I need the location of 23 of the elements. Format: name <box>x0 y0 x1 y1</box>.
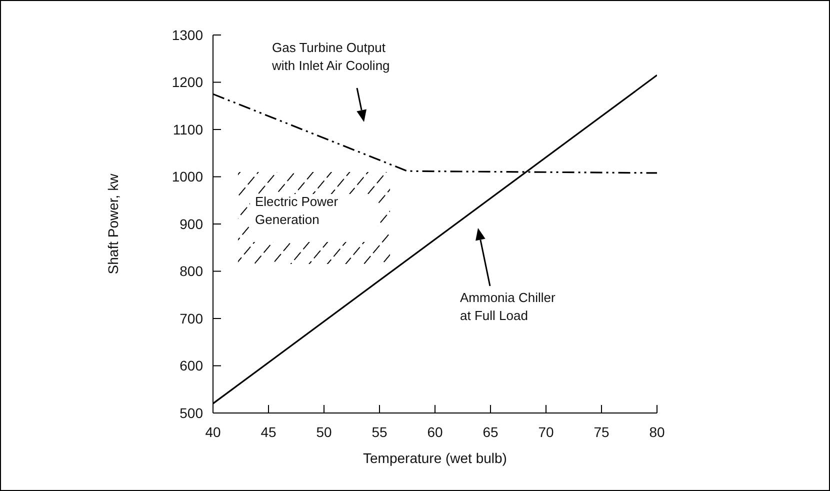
x-tick-label: 60 <box>427 424 443 440</box>
x-tick-label: 65 <box>482 424 498 440</box>
y-tick-label: 1000 <box>172 168 204 185</box>
y-tick-label: 500 <box>180 404 204 421</box>
annotation: Electric Power Generation <box>255 194 339 227</box>
x-tick-label: 50 <box>316 424 332 440</box>
x-tick-label: 75 <box>594 424 610 440</box>
y-tick-label: 600 <box>180 358 204 374</box>
annotation: Ammonia Chiller at Full Load <box>460 290 556 323</box>
x-axis-title: Temperature (wet bulb) <box>363 450 507 466</box>
x-tick-label: 45 <box>260 424 276 440</box>
annotation: Gas Turbine Output with Inlet Air Cooling <box>271 40 390 73</box>
x-tick-label: 70 <box>538 424 554 440</box>
y-tick-label: 900 <box>180 216 204 232</box>
y-tick-label: 700 <box>180 310 204 326</box>
y-tick-label: 1200 <box>172 74 204 90</box>
y-tick-label: 1100 <box>172 121 204 138</box>
y-tick-label: 1300 <box>172 26 204 43</box>
x-tick-label: 40 <box>205 424 221 440</box>
x-tick-label: 80 <box>649 424 665 440</box>
y-tick-label: 800 <box>180 263 204 280</box>
y-axis-title: Shaft Power, kw <box>104 172 121 274</box>
x-tick-label: 55 <box>372 424 388 440</box>
